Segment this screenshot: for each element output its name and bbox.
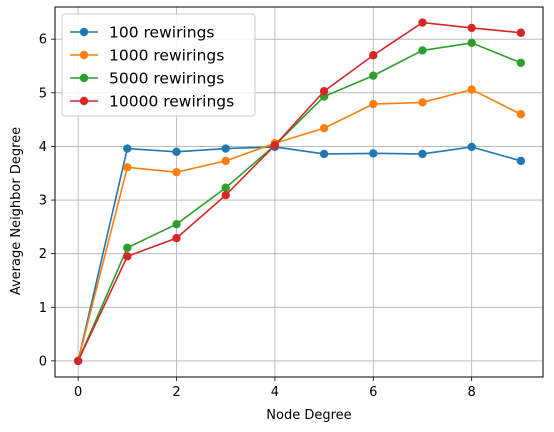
data-point (516, 110, 526, 119)
data-point (516, 58, 526, 67)
data-point (73, 356, 83, 366)
data-point (319, 86, 329, 96)
series-line (77, 42, 522, 362)
data-point (319, 123, 329, 133)
data-point (516, 156, 526, 166)
x-axis-title: Node Degree (266, 408, 351, 423)
legend-label: 10000 rewirings (109, 93, 234, 111)
y-tick-label: 6 (39, 33, 47, 48)
data-point (467, 23, 476, 33)
x-tick-label: 0 (74, 385, 82, 400)
y-tick-label: 2 (39, 247, 47, 262)
y-axis: 0 1 2 3 4 5 6 (39, 33, 55, 369)
y-tick-label: 1 (39, 301, 47, 316)
data-point (221, 156, 230, 166)
series-4 (73, 18, 526, 366)
data-point (172, 219, 181, 229)
data-point (467, 85, 476, 94)
data-point (418, 46, 427, 55)
data-point (516, 28, 526, 37)
data-point (172, 233, 181, 243)
data-point (319, 149, 329, 159)
legend-item: 5000 rewirings (70, 70, 224, 88)
data-point (221, 183, 230, 192)
y-tick-label: 4 (39, 140, 47, 155)
data-point (172, 147, 181, 156)
x-tick-label: 6 (369, 385, 377, 400)
legend-marker (79, 73, 89, 83)
data-point (418, 98, 427, 107)
data-point (467, 142, 476, 152)
legend-item: 10000 rewirings (70, 93, 234, 111)
data-point (123, 252, 132, 261)
data-point (418, 18, 427, 27)
legend-item: 100 rewirings (70, 24, 214, 42)
series-line (77, 21, 521, 362)
legend: 100 rewirings 1000 rewirings 5000 rewiring… (61, 13, 256, 117)
x-tick-label: 2 (172, 385, 180, 400)
data-point (467, 38, 476, 48)
data-point (418, 149, 427, 159)
y-tick-label: 0 (39, 354, 47, 369)
plot-frame (54, 6, 544, 378)
legend-label: 100 rewirings (109, 24, 214, 42)
series-group (73, 18, 526, 366)
y-tick-label: 5 (39, 86, 47, 101)
legend-box (61, 13, 256, 117)
data-point (369, 99, 378, 109)
data-point (369, 51, 378, 60)
series-line (77, 88, 522, 362)
series-line (77, 146, 522, 362)
x-tick-label: 4 (271, 385, 279, 400)
data-point (369, 149, 378, 158)
legend-marker (79, 50, 89, 60)
legend-marker (79, 96, 89, 106)
data-point (369, 71, 378, 80)
data-point (172, 167, 181, 177)
data-point (221, 144, 230, 153)
data-point (270, 141, 280, 150)
data-point (221, 191, 230, 200)
x-axis: 0 2 4 6 8 (74, 377, 476, 400)
legend-label: 1000 rewirings (109, 47, 224, 65)
series-2 (73, 85, 526, 366)
data-point (123, 243, 132, 252)
y-axis-title: Average Neighbor Degree (9, 127, 24, 295)
y-tick-label: 3 (39, 194, 47, 209)
data-point (123, 163, 132, 172)
x-tick-label: 8 (468, 385, 476, 400)
legend-marker (79, 27, 89, 37)
data-point (123, 144, 132, 153)
legend-label: 5000 rewirings (109, 70, 224, 88)
legend-item: 1000 rewirings (70, 47, 224, 65)
